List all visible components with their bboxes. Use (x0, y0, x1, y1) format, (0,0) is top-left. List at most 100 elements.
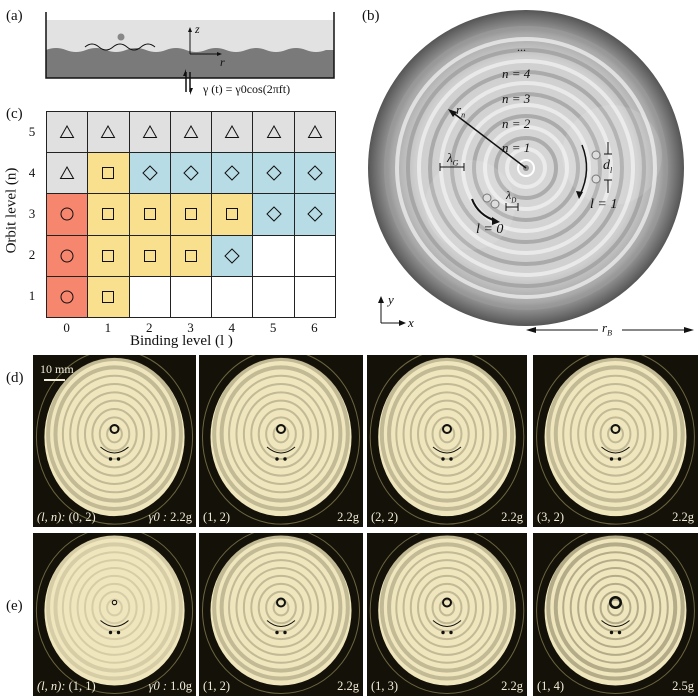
experiment-photo: (1, 3) 2.2g (367, 533, 527, 696)
bath-fluid (46, 48, 334, 78)
experiment-photo: (2, 2) 2.2g (367, 355, 527, 527)
panel-d-label: (d) (6, 370, 24, 386)
x-tick: 3 (187, 320, 194, 335)
state-label: (1, 4) (537, 679, 565, 693)
x-tick: 1 (104, 320, 112, 335)
triangle-icon (266, 125, 281, 139)
state-cell-square (128, 193, 171, 236)
diamond-icon (265, 165, 282, 181)
state-cell-diamond (252, 193, 295, 236)
state-cell-empty (252, 234, 295, 277)
l1-label: l = 1 (590, 197, 618, 212)
forcing-label: 2.2g (672, 510, 694, 524)
square-icon (102, 290, 115, 303)
state-cell-circle (46, 275, 89, 318)
state-cell-triangle (46, 152, 89, 195)
state-cell-diamond (211, 152, 254, 195)
state-cell-empty (211, 275, 254, 318)
circle-icon (60, 207, 74, 221)
state-cell-square (169, 193, 213, 236)
y-tick: 1 (28, 288, 36, 304)
y-axis-label: y (388, 292, 394, 307)
triangle-icon (101, 125, 116, 139)
scale-bar-label: 10 mm (40, 362, 74, 376)
wave-ring (494, 136, 558, 200)
x-tick: 4 (228, 320, 236, 335)
wave-ring (384, 26, 668, 310)
state-label: (1, 2) (203, 679, 231, 693)
state-cell-circle (46, 234, 89, 277)
triangle-icon (183, 125, 199, 139)
state-cell-square (87, 234, 130, 277)
droplet (490, 199, 500, 209)
state-cell-empty (169, 275, 213, 318)
wave-ring (461, 103, 591, 233)
scale-bar (44, 379, 65, 381)
y-tick: 5 (28, 123, 36, 139)
orbit-label-n2: n = 2 (502, 116, 531, 131)
dl-label: dl (603, 158, 613, 175)
wave-ring (472, 114, 580, 222)
triangle-icon (224, 125, 240, 139)
wave-ring (439, 81, 613, 255)
wave-ring (395, 37, 657, 299)
state-cell-empty (293, 234, 336, 277)
l1-wavefield (562, 105, 662, 205)
state-cell-square (169, 234, 213, 277)
bath-schematic (45, 12, 335, 95)
diamond-icon (307, 165, 323, 181)
diamond-icon (307, 206, 323, 223)
state-label: (1, 3) (371, 679, 399, 693)
wave-ring (450, 92, 602, 244)
wave-ring (406, 48, 646, 288)
experiment-photo: (l, n): (0, 2) γ0 : 2.2g (33, 355, 196, 527)
state-cell-triangle (293, 111, 336, 154)
l0-label: l = 0 (476, 222, 504, 237)
forcing-label: 2.2g (337, 510, 359, 524)
y-tick: 3 (28, 206, 36, 221)
y-tick: 4 (28, 164, 36, 180)
triangle-icon (307, 125, 323, 139)
square-icon (184, 249, 197, 262)
lambda-g-label: λG (447, 150, 459, 168)
state-label: (1, 2) (203, 510, 231, 524)
wave-rings (384, 26, 668, 310)
experiment-photo: (1, 2) 2.2g (199, 355, 363, 527)
y-tick: 2 (28, 247, 36, 263)
x-tick: 0 (63, 320, 70, 335)
z-axis-label: z (195, 22, 200, 36)
state-cell-diamond (128, 152, 171, 195)
wave-ring (417, 59, 635, 277)
wave-ring (505, 147, 547, 189)
droplet (591, 150, 601, 160)
circle-icon (60, 290, 74, 304)
x-tick: 6 (311, 320, 318, 335)
diamond-icon (224, 247, 240, 264)
state-cell-empty (128, 275, 171, 318)
forcing-label: γ0 : 2.2g (148, 510, 192, 524)
square-icon (102, 167, 115, 180)
state-cell-circle (46, 193, 89, 236)
forcing-label: 2.5g (672, 679, 694, 693)
lambda-d-label: λD (506, 188, 517, 205)
rn-arrow (451, 111, 527, 169)
state-cell-triangle (87, 111, 130, 154)
orbit-label-n3: n = 3 (502, 91, 531, 106)
square-icon (226, 208, 239, 221)
orbit-label-n1: n = 1 (502, 140, 531, 155)
state-cell-diamond (169, 152, 213, 195)
diamond-icon (265, 206, 282, 223)
circle-icon (60, 249, 74, 263)
orbital-schematic (368, 10, 694, 333)
square-icon (184, 208, 197, 221)
droplet (482, 193, 492, 203)
forcing-equation: γ (t) = γ0cos(2πft) (203, 82, 291, 96)
forcing-label: 2.2g (501, 510, 523, 524)
diamond-icon (224, 165, 240, 181)
panel-b-label: (b) (362, 8, 380, 24)
state-label: (2, 2) (371, 510, 399, 524)
state-cell-square (128, 234, 171, 277)
forcing-label: γ0 : 1.0g (148, 679, 192, 693)
state-cell-empty (293, 275, 336, 318)
state-cell-empty (252, 275, 295, 318)
